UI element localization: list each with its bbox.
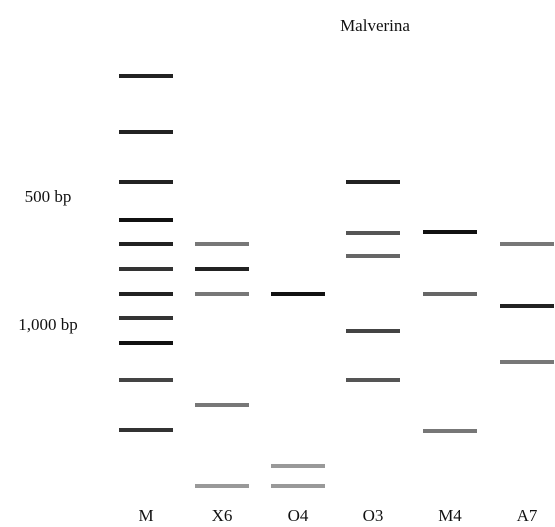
lane-label: A7 [517, 506, 538, 525]
band [271, 484, 325, 488]
band [423, 429, 477, 433]
band [119, 428, 173, 432]
band [119, 316, 173, 320]
band [195, 242, 249, 246]
band [119, 74, 173, 78]
band [423, 292, 477, 296]
band [346, 254, 400, 258]
marker-label: 1,000 bp [18, 315, 78, 334]
band [119, 130, 173, 134]
lane-label: O3 [363, 506, 384, 525]
band [195, 292, 249, 296]
lane-label: M4 [438, 506, 462, 525]
band [119, 378, 173, 382]
band [119, 267, 173, 271]
band [195, 267, 249, 271]
band [500, 360, 554, 364]
lane-label: M [138, 506, 153, 525]
band [119, 242, 173, 246]
band [119, 292, 173, 296]
lane-label: O4 [288, 506, 309, 525]
band [346, 378, 400, 382]
marker-label: 500 bp [25, 187, 72, 206]
gel-diagram: Malverina 500 bp 1,000 bp M X6 O4 O3 M4 A7 [0, 0, 555, 527]
band [271, 464, 325, 468]
band [346, 329, 400, 333]
lane-label: X6 [212, 506, 233, 525]
band [119, 218, 173, 222]
band [423, 230, 477, 234]
band [271, 292, 325, 296]
band [119, 180, 173, 184]
band [500, 304, 554, 308]
band [346, 231, 400, 235]
band [500, 242, 554, 246]
lanes: M X6 O4 O3 M4 A7 [119, 74, 554, 525]
band [195, 484, 249, 488]
title: Malverina [340, 16, 410, 35]
band [119, 341, 173, 345]
band [346, 180, 400, 184]
band [195, 403, 249, 407]
